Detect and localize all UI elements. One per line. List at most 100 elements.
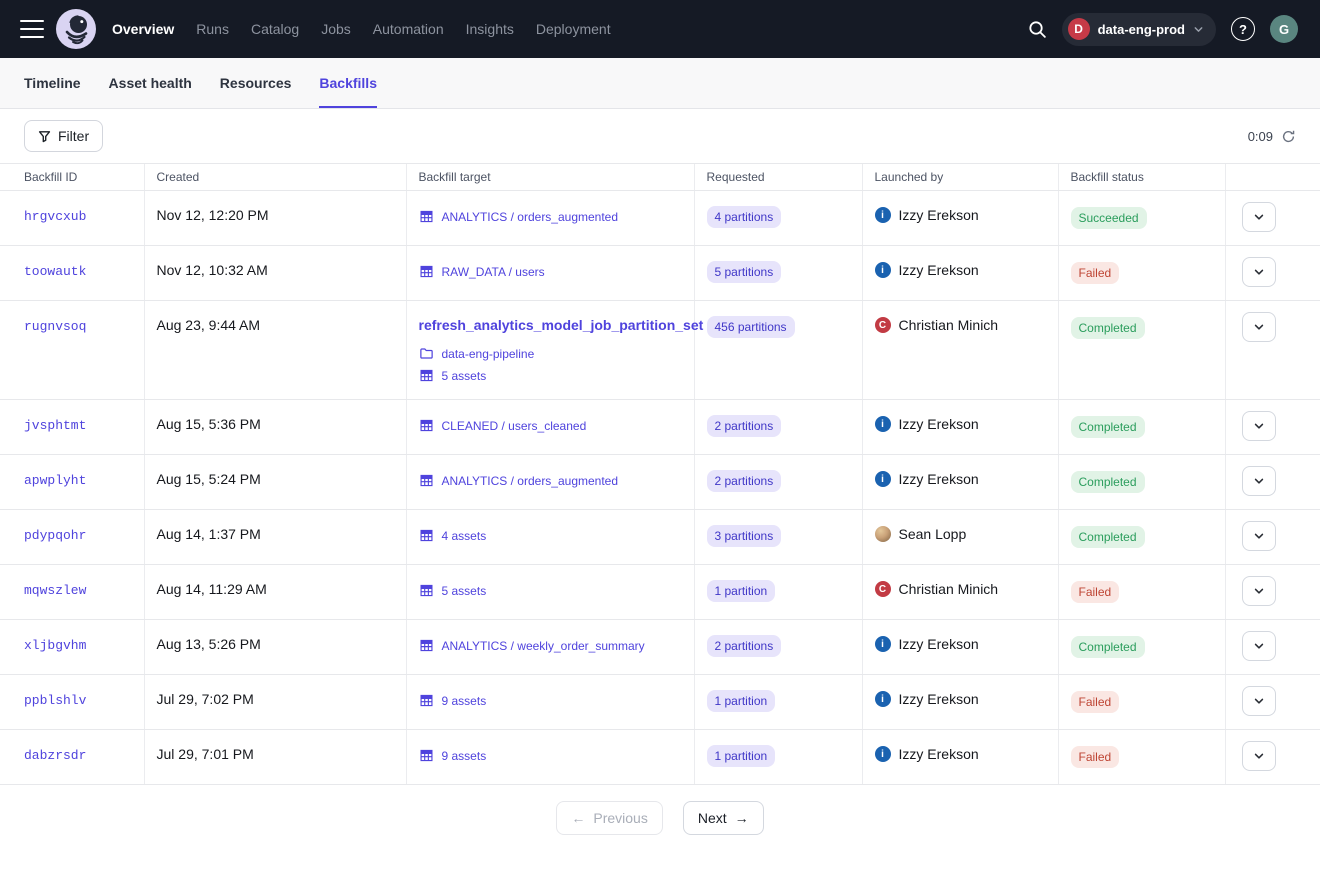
- backfill-status-badge: Succeeded: [1071, 207, 1147, 229]
- partitions-badge: 3 partitions: [707, 525, 782, 547]
- backfill-status-badge: Failed: [1071, 691, 1120, 713]
- row-actions-button[interactable]: [1242, 257, 1276, 287]
- requested-cell: 2 partitions: [694, 400, 862, 455]
- target-line: 9 assets: [419, 693, 682, 708]
- row-actions-button[interactable]: [1242, 202, 1276, 232]
- backfill-target-cell: refresh_analytics_model_job_partition_se…: [406, 301, 694, 400]
- launched-by-name: Izzy Erekson: [899, 746, 979, 762]
- tab-resources[interactable]: Resources: [220, 58, 292, 108]
- target-line: data-eng-pipeline: [419, 346, 682, 361]
- target-link[interactable]: 9 assets: [442, 694, 487, 708]
- target-link[interactable]: ANALYTICS / orders_augmented: [442, 474, 619, 488]
- backfill-id-link[interactable]: xljbgvhm: [24, 638, 86, 653]
- nav-item-catalog[interactable]: Catalog: [251, 21, 299, 37]
- target-link[interactable]: data-eng-pipeline: [442, 347, 535, 361]
- tab-asset-health[interactable]: Asset health: [109, 58, 192, 108]
- backfill-id-link[interactable]: apwplyht: [24, 473, 86, 488]
- nav-item-automation[interactable]: Automation: [373, 21, 444, 37]
- launched-by-cell: iIzzy Erekson: [862, 730, 1058, 785]
- backfill-id-link[interactable]: ppblshlv: [24, 693, 86, 708]
- created-cell: Aug 15, 5:24 PM: [144, 455, 406, 510]
- next-label: Next: [698, 810, 727, 826]
- status-cell: Completed: [1058, 510, 1225, 565]
- previous-page-button[interactable]: ← Previous: [556, 801, 662, 835]
- table-row: apwplyht Aug 15, 5:24 PM ANALYTICS / order…: [0, 455, 1320, 510]
- actions-cell: [1225, 301, 1320, 400]
- table-row: toowautkNov 12, 10:32 AMRAW_DATA / users…: [0, 246, 1320, 301]
- nav-item-insights[interactable]: Insights: [466, 21, 514, 37]
- row-actions-button[interactable]: [1242, 312, 1276, 342]
- row-actions-button[interactable]: [1242, 466, 1276, 496]
- backfill-id-cell: toowautk: [0, 246, 144, 301]
- deployment-name: data-eng-prod: [1098, 22, 1185, 37]
- target-link[interactable]: 9 assets: [442, 749, 487, 763]
- nav-item-deployment[interactable]: Deployment: [536, 21, 611, 37]
- backfill-status-badge: Completed: [1071, 471, 1145, 493]
- backfill-id-link[interactable]: jvsphtmt: [24, 418, 86, 433]
- target-line: 4 assets: [419, 528, 682, 543]
- backfill-id-link[interactable]: rugnvsoq: [24, 319, 86, 334]
- help-icon[interactable]: ?: [1231, 17, 1255, 41]
- backfill-target-cell: 9 assets: [406, 675, 694, 730]
- actions-cell: [1225, 730, 1320, 785]
- search-icon[interactable]: [1028, 20, 1047, 39]
- row-actions-button[interactable]: [1242, 741, 1276, 771]
- target-line: ANALYTICS / orders_augmented: [419, 473, 682, 488]
- row-actions-button[interactable]: [1242, 521, 1276, 551]
- target-link[interactable]: 4 assets: [442, 529, 487, 543]
- backfill-id-link[interactable]: hrgvcxub: [24, 209, 86, 224]
- row-actions-button[interactable]: [1242, 411, 1276, 441]
- row-actions-button[interactable]: [1242, 631, 1276, 661]
- row-actions-button[interactable]: [1242, 686, 1276, 716]
- actions-cell: [1225, 620, 1320, 675]
- target-link[interactable]: 5 assets: [442, 369, 487, 383]
- target-link[interactable]: RAW_DATA / users: [442, 265, 545, 279]
- pagination: ← Previous Next →: [0, 801, 1320, 835]
- requested-cell: 4 partitions: [694, 191, 862, 246]
- row-actions-button[interactable]: [1242, 576, 1276, 606]
- target-link[interactable]: ANALYTICS / orders_augmented: [442, 210, 619, 224]
- backfills-toolbar: Filter 0:09: [0, 109, 1320, 163]
- asset-table-icon: [419, 638, 434, 653]
- status-cell: Failed: [1058, 565, 1225, 620]
- target-line: 5 assets: [419, 583, 682, 598]
- target-link[interactable]: 5 assets: [442, 584, 487, 598]
- launched-by-cell: iIzzy Erekson: [862, 620, 1058, 675]
- backfill-status-badge: Failed: [1071, 581, 1120, 603]
- launched-by-name: Izzy Erekson: [899, 471, 979, 487]
- nav-item-jobs[interactable]: Jobs: [321, 21, 351, 37]
- backfill-id-link[interactable]: mqwszlew: [24, 583, 86, 598]
- backfill-id-link[interactable]: toowautk: [24, 264, 86, 279]
- table-row: rugnvsoqAug 23, 9:44 AMrefresh_analytics…: [0, 301, 1320, 400]
- deployment-switcher[interactable]: D data-eng-prod: [1062, 13, 1216, 46]
- target-line: 5 assets: [419, 368, 682, 383]
- partitions-badge: 2 partitions: [707, 635, 782, 657]
- column-header: Backfill status: [1058, 164, 1225, 191]
- nav-item-runs[interactable]: Runs: [196, 21, 229, 37]
- nav-item-overview[interactable]: Overview: [112, 21, 174, 37]
- menu-icon[interactable]: [20, 20, 44, 38]
- launched-by-cell: CChristian Minich: [862, 565, 1058, 620]
- column-header: [1225, 164, 1320, 191]
- created-cell: Aug 14, 11:29 AM: [144, 565, 406, 620]
- top-navigation-bar: Overview Runs Catalog Jobs Automation Insight…: [0, 0, 1320, 58]
- user-avatar-button[interactable]: G: [1270, 15, 1298, 43]
- created-cell: Aug 15, 5:36 PM: [144, 400, 406, 455]
- status-cell: Failed: [1058, 675, 1225, 730]
- backfill-id-link[interactable]: pdypqohr: [24, 528, 86, 543]
- user-initial-avatar: i: [875, 262, 891, 278]
- refresh-icon[interactable]: [1281, 129, 1296, 144]
- tab-backfills[interactable]: Backfills: [319, 58, 377, 108]
- launched-by-cell: iIzzy Erekson: [862, 675, 1058, 730]
- next-page-button[interactable]: Next →: [683, 801, 764, 835]
- table-row: mqwszlewAug 14, 11:29 AM5 assets1 partit…: [0, 565, 1320, 620]
- backfill-id-link[interactable]: dabzrsdr: [24, 748, 86, 763]
- tab-timeline[interactable]: Timeline: [24, 58, 81, 108]
- job-link[interactable]: refresh_analytics_model_job_partition_se…: [419, 317, 704, 333]
- target-link[interactable]: CLEANED / users_cleaned: [442, 419, 587, 433]
- target-link[interactable]: ANALYTICS / weekly_order_summary: [442, 639, 645, 653]
- chevron-down-icon: [1253, 750, 1265, 762]
- filter-button[interactable]: Filter: [24, 120, 103, 152]
- backfill-id-cell: apwplyht: [0, 455, 144, 510]
- chevron-down-icon: [1253, 266, 1265, 278]
